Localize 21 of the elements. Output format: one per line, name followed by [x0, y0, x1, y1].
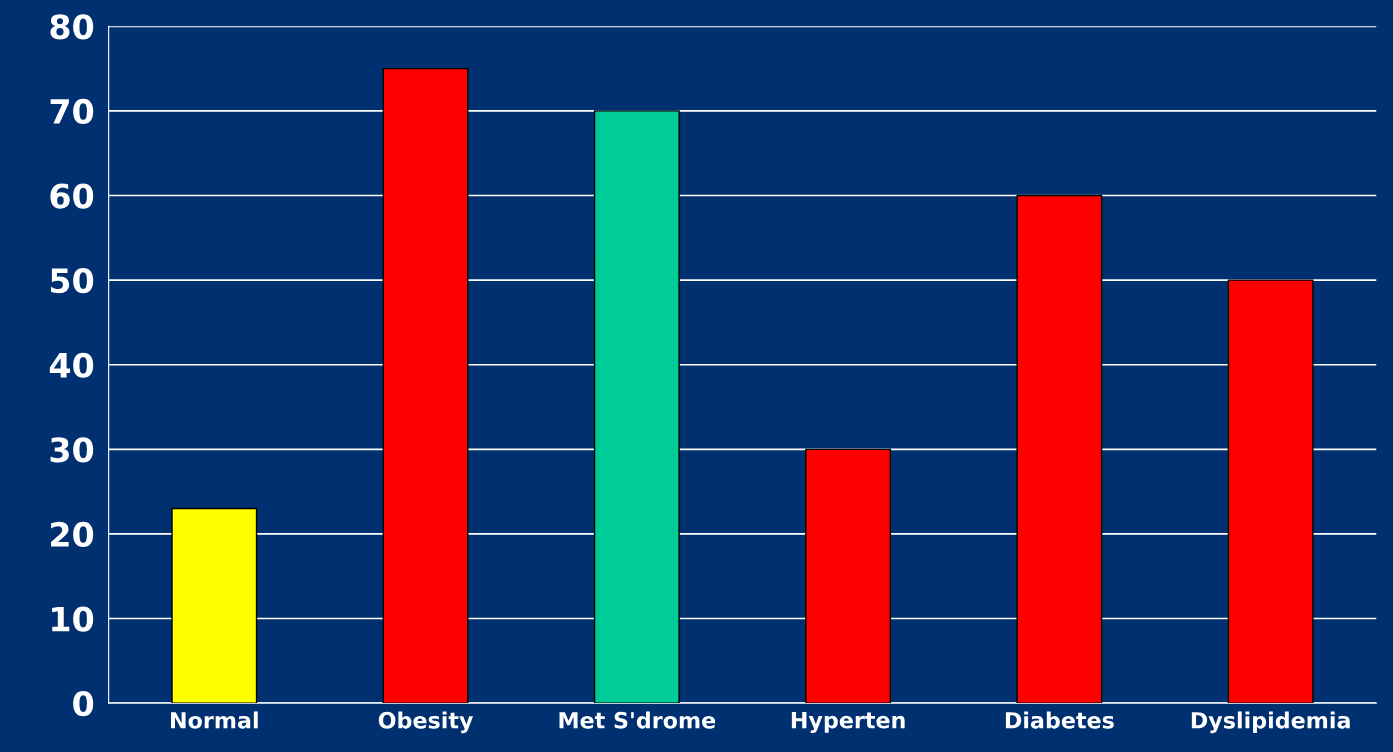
bar — [1227, 279, 1314, 704]
x-tick-label: Obesity — [378, 711, 474, 734]
y-tick-label: 40 — [49, 352, 94, 378]
x-tick-label: Diabetes — [1005, 711, 1114, 729]
y-tick-label: 50 — [50, 268, 94, 294]
x-tick-label: Normal — [171, 711, 258, 729]
y-tick-label: 70 — [50, 98, 94, 125]
bar — [171, 507, 258, 704]
y-tick-label: 0 — [73, 691, 94, 717]
y-tick-label: 60 — [50, 183, 94, 209]
y-tick-label: 20 — [51, 521, 94, 548]
bar — [805, 448, 892, 704]
x-tick-label: Hyperten — [791, 711, 905, 733]
bar — [1016, 194, 1103, 704]
bar — [382, 67, 469, 704]
x-tick-label: Met S'drome — [559, 711, 716, 729]
y-tick-label: 80 — [50, 14, 94, 40]
y-tick-label: 30 — [50, 437, 94, 463]
x-tick-label: Dyslipidemia — [1191, 711, 1350, 734]
bar — [593, 110, 680, 704]
y-tick-label: 10 — [52, 606, 94, 632]
